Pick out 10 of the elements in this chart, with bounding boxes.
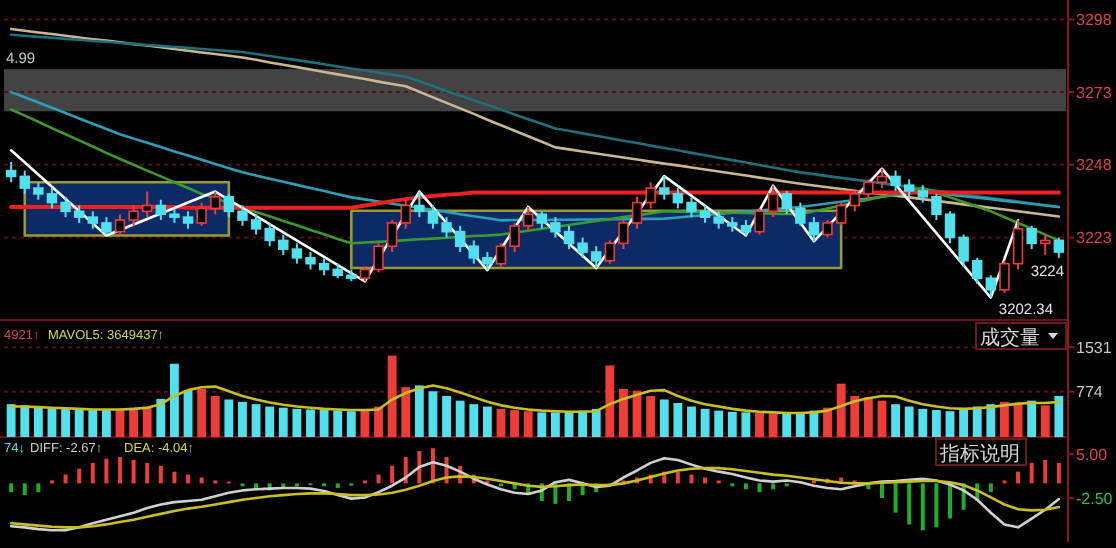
y-tick-label: 3298: [1076, 11, 1113, 30]
annotation: 成交量: [980, 326, 1040, 350]
y-tick-label: 3248: [1076, 156, 1113, 175]
annotation: 指标说明: [938, 442, 1020, 466]
y-tick-label: 3223: [1076, 229, 1113, 248]
y-tick-label: 5.00: [1076, 445, 1109, 464]
y-tick-label: 1531: [1076, 338, 1113, 357]
y-tick-label: -2.50: [1076, 489, 1114, 508]
y-tick-label: 3273: [1076, 83, 1113, 102]
y-tick-label: 774: [1076, 383, 1104, 402]
